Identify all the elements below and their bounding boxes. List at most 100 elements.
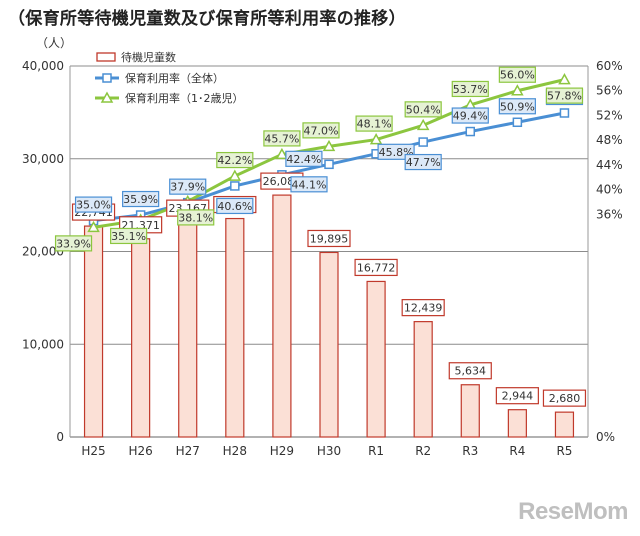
bar [554, 411, 575, 438]
line-label: 50.9% [500, 100, 535, 113]
y-left-tick-label: 0 [56, 430, 64, 444]
x-tick-label: H25 [81, 444, 105, 458]
line-label: 35.0% [76, 199, 111, 212]
x-tick-label: H29 [270, 444, 294, 458]
legend-marker-triangle [100, 91, 114, 103]
bar-label-box [542, 389, 587, 407]
y-left-tick-label: 40,000 [22, 59, 64, 73]
line-label-box [355, 115, 393, 132]
y-left-unit-label: （人） [36, 36, 72, 50]
y-left-tick-label: 30,000 [22, 152, 64, 166]
y-left-tick-label: 10,000 [22, 337, 64, 351]
data-labels: 22,74121,37123,16723,55326,08119,89516,7… [54, 66, 587, 407]
legend-marker-square [102, 73, 112, 83]
bar-series [83, 194, 575, 438]
x-tick-label: H26 [128, 444, 152, 458]
line-label: 35.9% [123, 193, 158, 206]
line-label-box [285, 150, 323, 167]
line-label-box [216, 151, 254, 169]
series-point [275, 147, 289, 160]
x-tick-label: R4 [509, 444, 525, 458]
bar-label-box [354, 258, 398, 277]
series-point [512, 117, 523, 128]
line-label: 42.4% [286, 153, 321, 166]
line-label: 56.0% [500, 69, 535, 82]
chart-title: （保育所等待機児童数及び保育所等利用率の推移） [8, 9, 406, 29]
line-label-box [122, 190, 160, 208]
series-point [465, 126, 476, 137]
x-tick-label: R1 [368, 444, 384, 458]
line-label: 45.7% [264, 132, 299, 145]
y-right-tick-label: 52% [596, 108, 623, 122]
line-label: 49.4% [453, 110, 488, 123]
line-label-box [498, 66, 536, 83]
axes: 0 10,000 20,000 30,000 40,000 （人） 0% 36% 40% 44% 4… [22, 36, 623, 458]
y-right-tick-label: 36% [596, 207, 623, 221]
x-tick-label: H27 [176, 444, 200, 458]
y-right-tick-label: 40% [596, 183, 623, 197]
line-label-box [302, 122, 340, 139]
bar-label-box [448, 362, 492, 380]
line-label-box [545, 87, 584, 104]
line-label-box [290, 176, 328, 193]
line-label-box [498, 98, 536, 115]
line-label: 53.7% [453, 83, 488, 96]
legend-swatch-bar [96, 52, 116, 62]
series-point [511, 84, 524, 96]
bar [225, 217, 245, 438]
bar [83, 225, 104, 438]
x-tick-label: H28 [223, 444, 247, 458]
bar [131, 238, 151, 438]
bar [178, 221, 198, 438]
line-label: 47.7% [406, 156, 441, 169]
line-label-box [404, 153, 442, 171]
line-label: 57.8% [547, 90, 582, 103]
line-label: 33.9% [56, 237, 91, 250]
bar [507, 409, 527, 438]
x-tick-label: R5 [556, 444, 572, 458]
x-tick-label: H30 [317, 444, 341, 458]
bar-label: 2,944 [502, 390, 534, 403]
line-label-box [110, 227, 148, 245]
bar-label-box [307, 229, 351, 248]
bar-label-box [495, 387, 539, 405]
line-label: 35.1% [111, 230, 146, 243]
bar-label: 16,772 [357, 261, 396, 274]
resemom-logo: ReseMom [518, 498, 628, 525]
series-point [87, 220, 100, 233]
line-label: 47.0% [304, 124, 339, 137]
x-tick-label: R3 [462, 444, 478, 458]
series-point [559, 108, 570, 118]
bar-label: 5,634 [455, 365, 487, 378]
bar-label: 12,439 [404, 302, 443, 315]
legend-label-total: 保育利用率（全体） [125, 71, 224, 85]
bar-label: 19,895 [310, 232, 349, 245]
line-label: 38.1% [178, 211, 213, 224]
legend-label-toddler: 保育利用率（1･2歳児） [125, 91, 244, 105]
series-point [418, 137, 428, 147]
line-label: 37.9% [170, 181, 205, 194]
y-right-tick-label: 48% [596, 133, 623, 147]
series-point [416, 118, 430, 131]
series-point [230, 181, 240, 191]
line-label: 44.1% [292, 178, 327, 191]
bar [272, 194, 292, 438]
series-point [228, 169, 242, 181]
series-point [558, 73, 571, 85]
y-left-tick-label: 20,000 [22, 245, 64, 259]
series-point [322, 139, 336, 152]
bar [413, 321, 433, 438]
y-right-tick-label: 60% [596, 59, 623, 73]
line-label: 40.6% [217, 200, 252, 213]
line-label-box [74, 196, 113, 213]
line-label-box [216, 197, 254, 215]
line-label-box [451, 80, 489, 98]
bar [366, 280, 386, 438]
line-label: 50.4% [406, 103, 441, 116]
line-label-box [263, 130, 301, 147]
line-label: 48.1% [357, 118, 392, 131]
line-label-box [169, 178, 207, 195]
legend-label-bar: 待機児童数 [121, 50, 176, 64]
